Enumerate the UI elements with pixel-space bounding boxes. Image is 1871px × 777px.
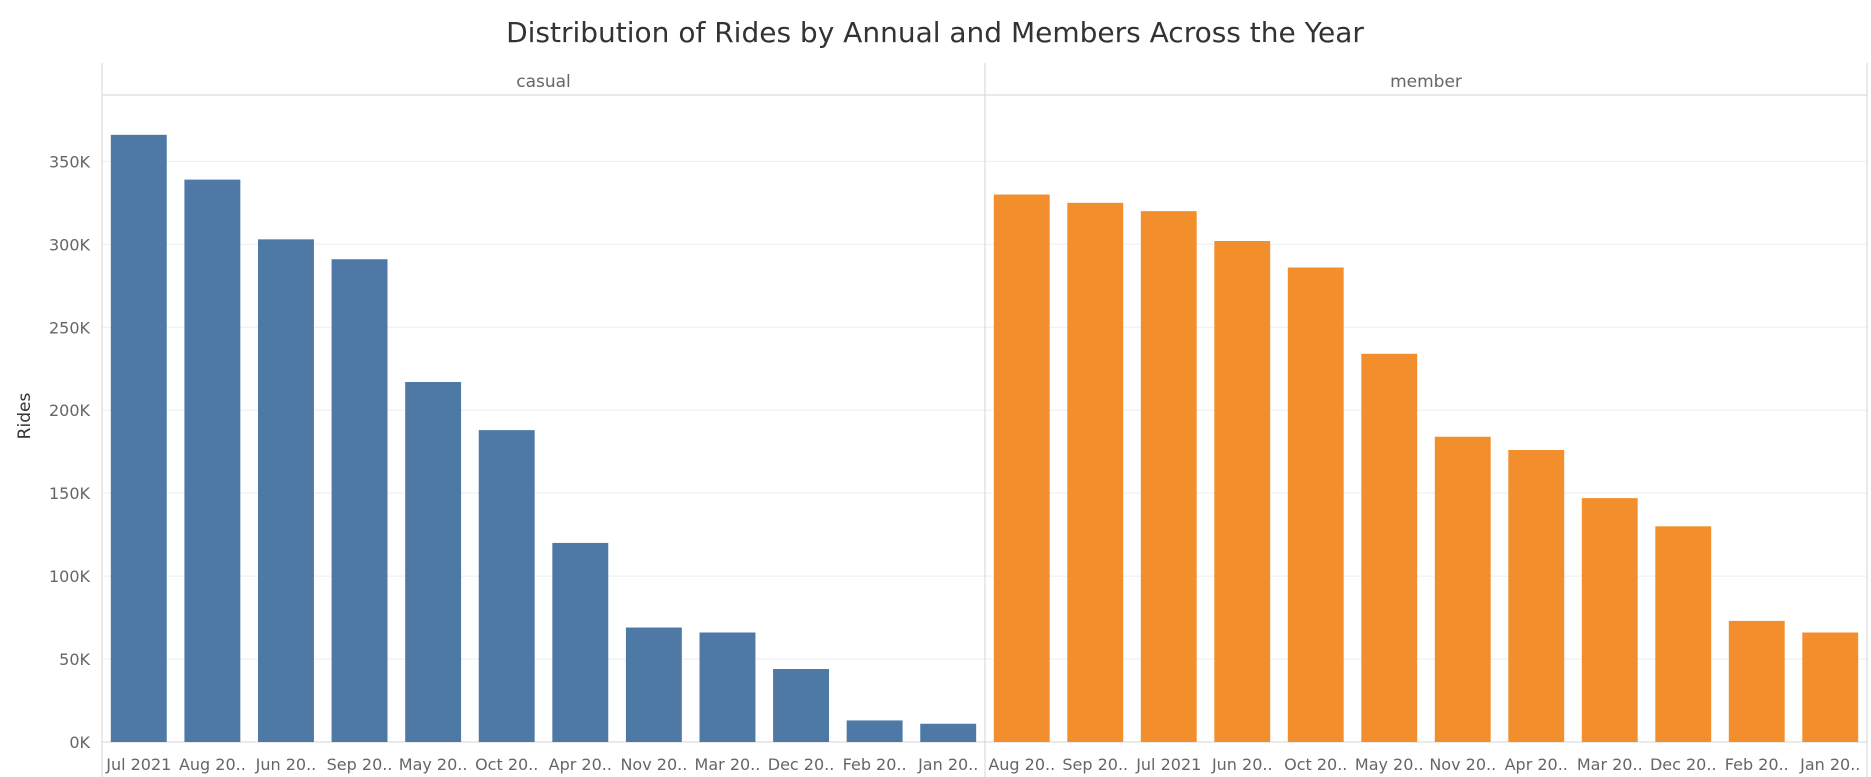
x-tick-label: Feb 20.. xyxy=(1725,755,1789,774)
x-tick-label: Jul 2021 xyxy=(1135,755,1201,774)
bar-casual xyxy=(625,627,682,742)
panel-frames xyxy=(101,63,1868,777)
panel-label-casual: casual xyxy=(516,72,571,92)
chart-title: Distribution of Rides by Annual and Memb… xyxy=(506,16,1364,49)
bar-member xyxy=(1287,267,1344,742)
bar-casual xyxy=(846,720,903,742)
bar-member xyxy=(1655,526,1712,742)
x-tick-label: Nov 20.. xyxy=(1429,755,1496,774)
x-tick-label: Sep 20.. xyxy=(327,755,393,774)
bar-casual xyxy=(184,179,241,743)
bar-casual xyxy=(478,430,535,742)
y-axis-label: Rides xyxy=(15,393,35,440)
bar-member xyxy=(993,194,1050,743)
x-tick-label: Jun 20.. xyxy=(1211,755,1273,774)
x-tick-label: Oct 20.. xyxy=(1284,755,1347,774)
bar-casual xyxy=(773,669,830,742)
x-tick-label: Nov 20.. xyxy=(620,755,687,774)
x-tick-label: Jan 20.. xyxy=(917,755,978,774)
x-tick-label: Mar 20.. xyxy=(695,755,761,774)
x-tick-label: Feb 20.. xyxy=(843,755,907,774)
bar-member xyxy=(1140,211,1197,743)
bar-casual xyxy=(331,259,388,742)
y-tick-label: 200K xyxy=(49,401,91,420)
x-tick-label: Apr 20.. xyxy=(549,755,612,774)
panel-label-member: member xyxy=(1390,72,1462,92)
bar-member xyxy=(1728,620,1785,742)
bar-member xyxy=(1434,436,1491,742)
bar-casual xyxy=(920,723,977,742)
y-tick-label: 0K xyxy=(69,733,90,752)
x-tick-label: Aug 20.. xyxy=(179,755,246,774)
bar-casual xyxy=(257,239,314,743)
x-tick-label: Apr 20.. xyxy=(1505,755,1568,774)
bar-member xyxy=(1361,353,1418,742)
bar-member xyxy=(1581,498,1638,742)
x-tick-label: Oct 20.. xyxy=(475,755,538,774)
bar-member xyxy=(1214,240,1271,742)
bar-casual xyxy=(110,134,167,743)
x-tick-label: Jun 20.. xyxy=(255,755,317,774)
axis-labels: 0K 50K 100K 150K 200K 250K 300K 350K casual Jul 2… xyxy=(49,72,1860,774)
x-tick-label: Jul 2021 xyxy=(105,755,171,774)
x-tick-label: Dec 20.. xyxy=(1650,755,1717,774)
x-tick-label: Sep 20.. xyxy=(1062,755,1128,774)
x-tick-label: Dec 20.. xyxy=(768,755,835,774)
y-tick-label: 50K xyxy=(59,650,90,669)
x-tick-label: Jan 20.. xyxy=(1799,755,1860,774)
x-tick-label: May 20.. xyxy=(1355,755,1424,774)
x-tick-label: Mar 20.. xyxy=(1577,755,1643,774)
x-tick-label: Aug 20.. xyxy=(988,755,1055,774)
bar-member xyxy=(1508,450,1565,742)
y-tick-label: 350K xyxy=(49,152,91,171)
y-tick-label: 100K xyxy=(49,567,91,586)
bars xyxy=(110,134,1859,743)
x-tick-label: May 20.. xyxy=(399,755,468,774)
bar-casual xyxy=(699,632,756,742)
bar-casual xyxy=(552,542,609,742)
bar-member xyxy=(1802,632,1859,742)
bar-member xyxy=(1067,202,1124,743)
bar-casual xyxy=(405,382,462,742)
y-tick-label: 150K xyxy=(49,484,91,503)
y-tick-label: 300K xyxy=(49,235,91,254)
y-tick-label: 250K xyxy=(49,318,91,337)
